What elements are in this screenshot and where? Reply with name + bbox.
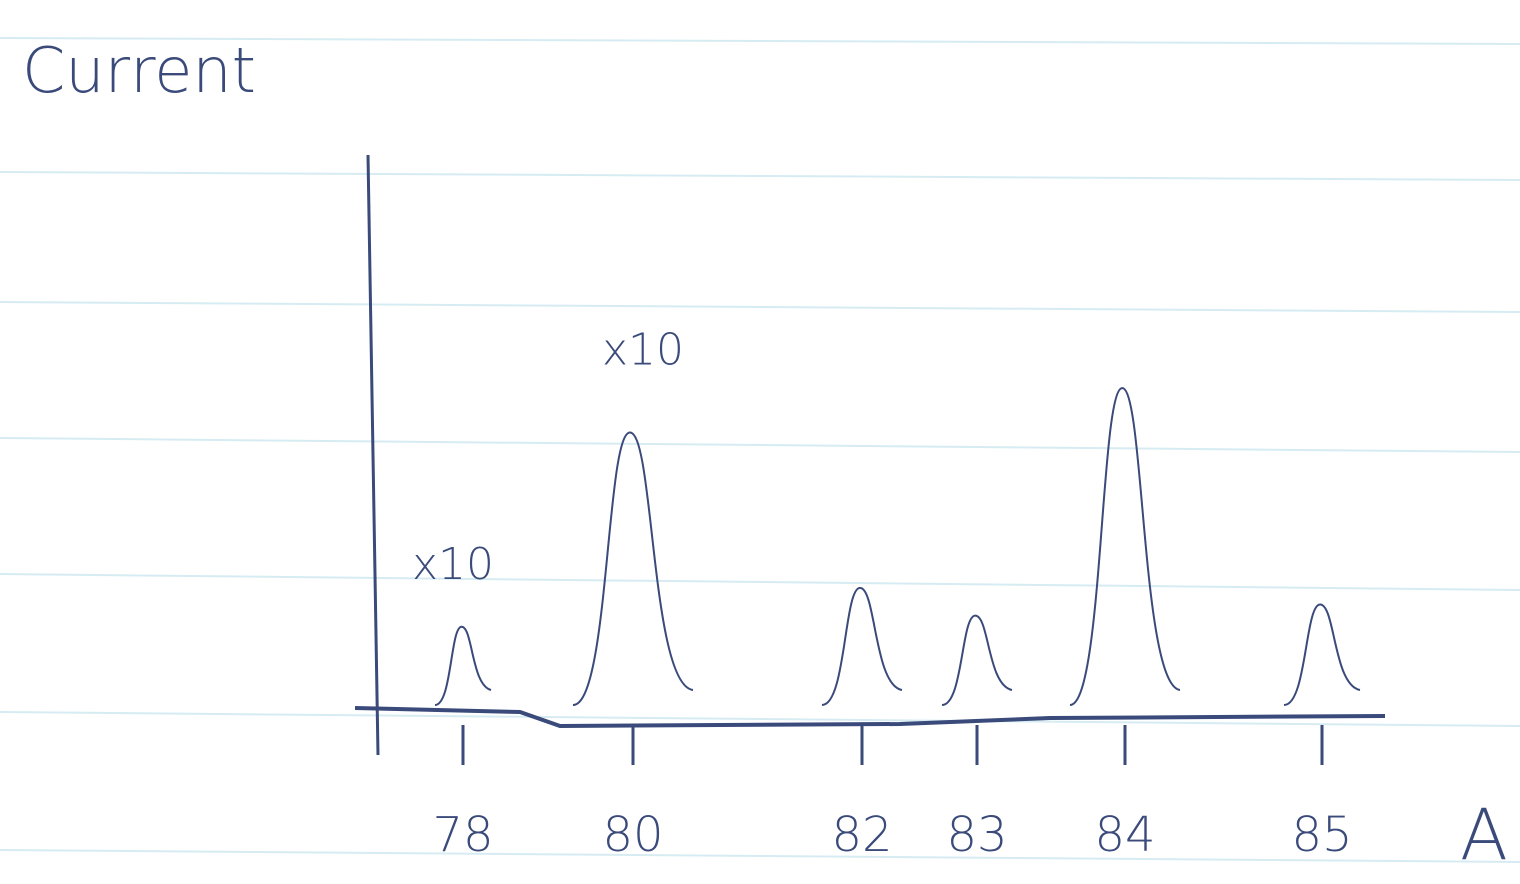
x-tick-label: 80 (602, 807, 663, 863)
peak (573, 433, 693, 706)
annotation: x10 (602, 325, 684, 376)
x-tick-label: 82 (831, 807, 892, 863)
paper-lines (0, 38, 1520, 862)
x-axis-label: A (1460, 794, 1508, 876)
peak (435, 627, 491, 705)
y-axis (368, 155, 378, 755)
x-tick-label: 85 (1291, 807, 1352, 863)
chart: Current A 78 80 82 83 84 85 x10 x10 (0, 0, 1520, 884)
peak (942, 616, 1012, 705)
chart-title: Current (22, 34, 256, 107)
x-tick-label: 83 (946, 807, 1007, 863)
peak (1284, 605, 1360, 705)
annotation: x10 (412, 539, 494, 590)
peak (822, 588, 902, 705)
x-tick-label: 78 (432, 807, 493, 863)
x-tick-label: 84 (1094, 807, 1155, 863)
peak (1070, 388, 1180, 705)
